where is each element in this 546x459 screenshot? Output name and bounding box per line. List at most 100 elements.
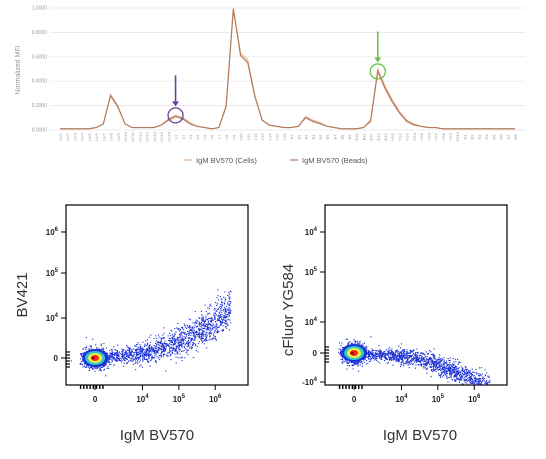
flow-event — [123, 356, 125, 358]
flow-event — [388, 356, 390, 358]
y-tick-label: 106 — [46, 227, 59, 237]
flow-event — [209, 317, 211, 319]
flow-event — [178, 345, 180, 347]
flow-event — [150, 359, 152, 361]
flow-event — [142, 360, 144, 362]
flow-event — [181, 343, 183, 345]
flow-event — [112, 357, 114, 359]
flow-event — [440, 359, 442, 361]
flow-event — [177, 340, 179, 342]
flow-event — [209, 338, 211, 340]
flow-event — [429, 367, 431, 369]
flow-event — [379, 357, 381, 359]
flow-event — [82, 366, 84, 368]
flow-event — [408, 362, 410, 364]
flow-event — [339, 353, 341, 355]
flow-event — [340, 358, 342, 360]
flow-event — [386, 362, 388, 364]
flow-event — [194, 322, 196, 324]
flow-event — [410, 355, 412, 357]
flow-event — [385, 357, 387, 359]
flow-event — [192, 326, 194, 328]
flow-event — [464, 381, 466, 383]
flow-event — [404, 350, 406, 352]
flow-event — [184, 347, 186, 349]
flow-event — [178, 348, 180, 350]
flow-event — [219, 305, 221, 307]
flow-event — [438, 359, 440, 361]
flow-event — [192, 357, 194, 359]
flow-event — [197, 325, 199, 327]
flow-event — [197, 336, 199, 338]
flow-event — [160, 345, 162, 347]
flow-event — [172, 334, 174, 336]
flow-event — [156, 344, 158, 346]
flow-event — [399, 351, 401, 353]
flow-event — [187, 354, 189, 356]
flow-event — [220, 298, 222, 300]
flow-event — [357, 361, 359, 363]
flow-event — [222, 330, 224, 332]
flow-event — [169, 350, 171, 352]
flow-event — [392, 353, 394, 355]
flow-event — [198, 328, 200, 330]
flow-event — [89, 345, 91, 347]
flow-event — [429, 357, 431, 359]
flow-event — [195, 321, 197, 323]
flow-event — [453, 364, 455, 366]
flow-event — [457, 373, 459, 375]
flow-event — [486, 382, 488, 384]
flow-event — [127, 350, 129, 352]
flow-event — [437, 362, 439, 364]
flow-event — [199, 336, 201, 338]
flow-event — [205, 339, 207, 341]
flow-event — [454, 375, 456, 377]
flow-event — [123, 362, 125, 364]
flow-event — [459, 362, 461, 364]
flow-event — [145, 348, 147, 350]
flow-event — [98, 369, 100, 371]
flow-event — [180, 339, 182, 341]
flow-event — [437, 366, 439, 368]
flow-event — [205, 315, 207, 317]
flow-event — [174, 334, 176, 336]
flow-event — [450, 367, 452, 369]
flow-event — [224, 306, 226, 308]
flow-event — [103, 365, 105, 367]
flow-event — [146, 352, 148, 354]
flow-event — [190, 332, 192, 334]
flow-event — [209, 312, 211, 314]
flow-event — [119, 357, 121, 359]
spectrum-x-tick-label: R1 — [462, 134, 467, 140]
flow-event — [449, 368, 451, 370]
flow-event — [358, 361, 360, 363]
flow-event — [217, 331, 219, 333]
flow-event — [439, 367, 441, 369]
flow-event — [192, 332, 194, 334]
flow-event — [372, 355, 374, 357]
flow-event — [201, 318, 203, 320]
flow-event — [191, 329, 193, 331]
flow-event — [342, 359, 344, 361]
flow-event — [178, 346, 180, 348]
flow-event — [151, 355, 153, 357]
flow-event — [202, 333, 204, 335]
flow-event — [158, 341, 160, 343]
flow-event — [202, 330, 204, 332]
flow-event — [374, 355, 376, 357]
spectrum-x-tick-label: UV2 — [65, 132, 70, 141]
flow-event — [195, 321, 197, 323]
flow-event — [479, 373, 481, 375]
flow-event — [140, 364, 142, 366]
flow-event — [182, 338, 184, 340]
flow-event — [91, 345, 93, 347]
flow-event — [458, 372, 460, 374]
flow-event — [425, 368, 427, 370]
flow-event — [210, 305, 212, 307]
flow-event — [170, 355, 172, 357]
flow-event — [345, 359, 347, 361]
flow-event — [147, 347, 149, 349]
flow-event — [165, 370, 167, 372]
flow-event — [162, 354, 164, 356]
flow-event — [392, 364, 394, 366]
